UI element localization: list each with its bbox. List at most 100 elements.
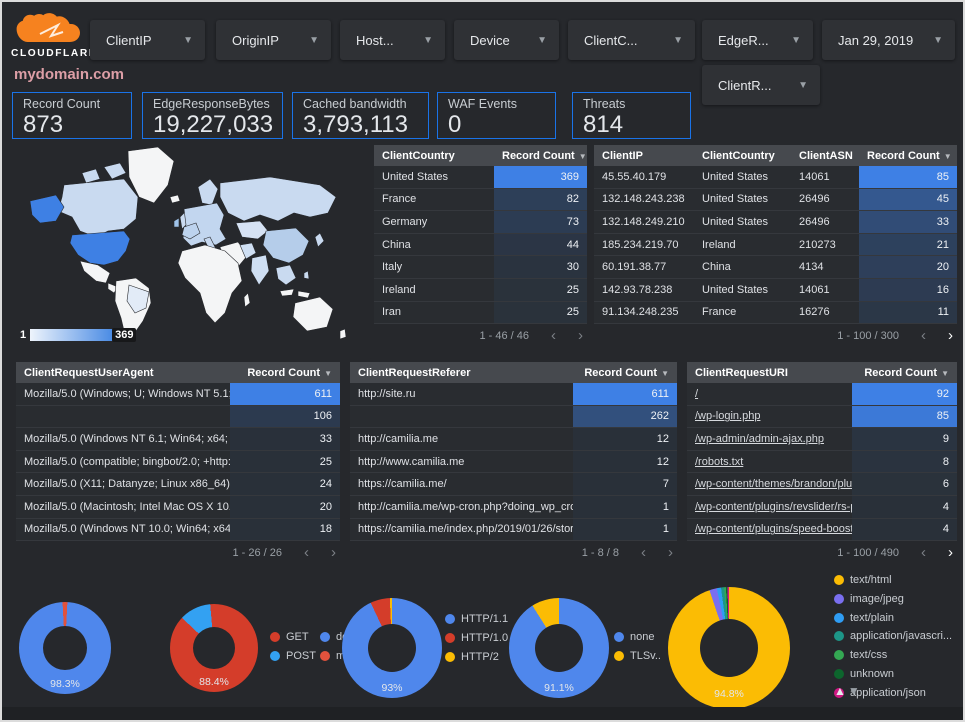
- table-row[interactable]: 142.93.78.238 United States 14061 16: [594, 278, 957, 302]
- table-row[interactable]: /wp-content/plugins/speed-booste…4: [687, 518, 957, 542]
- table-row[interactable]: Ireland 25: [374, 278, 587, 302]
- filter-clientrequest[interactable]: ClientR... ▼: [702, 65, 820, 105]
- table-row[interactable]: /wp-login.php 85: [687, 405, 957, 429]
- next-page-icon[interactable]: ›: [668, 544, 673, 562]
- donut-content-type[interactable]: 94.8%: [668, 587, 790, 709]
- filter-clientcountry[interactable]: ClientC... ▼: [568, 20, 695, 60]
- record-count-cell: 21: [859, 233, 957, 256]
- table-row[interactable]: https://camilia.me/index.php/2019/01/26/…: [350, 518, 677, 542]
- table-row[interactable]: Mozilla/5.0 (Windows; U; Windows NT 5.1;…: [16, 383, 340, 406]
- legend-item: unknown: [834, 668, 952, 682]
- table-pagination: 1 - 8 / 8 ‹ ›: [350, 542, 677, 563]
- table-row[interactable]: Mozilla/5.0 (Macintosh; Intel Mac OS X 1…: [16, 495, 340, 519]
- column-header[interactable]: ClientASN: [799, 149, 853, 162]
- dimension-cell[interactable]: /wp-content/plugins/speed-booste…: [695, 523, 852, 536]
- column-header[interactable]: ClientRequestURI: [695, 366, 788, 379]
- filter-device[interactable]: Device ▼: [454, 20, 559, 60]
- prev-page-icon[interactable]: ‹: [641, 544, 646, 562]
- dimension-cell: Mozilla/5.0 (compatible; bingbot/2.0; +h…: [24, 455, 230, 468]
- table-row[interactable]: France 82: [374, 188, 587, 212]
- table-row[interactable]: /robots.txt 8: [687, 450, 957, 474]
- donut-tls-version[interactable]: 91.1%: [509, 598, 609, 698]
- prev-page-icon[interactable]: ‹: [304, 544, 309, 562]
- donut-hole: [535, 624, 583, 672]
- pagination-label: 1 - 46 / 46: [479, 329, 529, 342]
- legend-dot-icon: [834, 650, 844, 660]
- table-row[interactable]: 60.191.38.77 China 4134 20: [594, 256, 957, 279]
- table-row[interactable]: /wp-content/themes/brandon/plu… 6: [687, 473, 957, 496]
- column-header[interactable]: ClientCountry: [382, 149, 455, 162]
- dimension-cell[interactable]: /wp-content/plugins/revslider/rs-p…: [695, 500, 852, 513]
- legend-dot-icon: [834, 687, 844, 698]
- table-row[interactable]: https://camilia.me/7: [350, 473, 677, 496]
- table-row[interactable]: / 92: [687, 383, 957, 406]
- filter-edgeresponse[interactable]: EdgeR... ▼: [702, 20, 813, 60]
- pagination-label: 1 - 8 / 8: [581, 546, 619, 559]
- filter-host[interactable]: Host... ▼: [340, 20, 445, 60]
- filter-clientip[interactable]: ClientIP ▼: [90, 20, 205, 60]
- table-row[interactable]: 132.148.249.210 United States 26496 33: [594, 211, 957, 234]
- table-row[interactable]: 132.148.243.238 United States 26496 45: [594, 188, 957, 212]
- column-header[interactable]: Record Count ▼: [867, 149, 952, 162]
- pagination-label: 1 - 26 / 26: [232, 546, 282, 559]
- table-row[interactable]: 185.234.219.70 Ireland 210273 21: [594, 233, 957, 257]
- next-page-icon[interactable]: ›: [948, 544, 953, 562]
- table-row[interactable]: China 44: [374, 233, 587, 257]
- dimension-cell: [16, 406, 230, 428]
- geo-map-client-country[interactable]: 1 369: [12, 145, 370, 348]
- record-count-cell: 82: [494, 188, 587, 211]
- prev-page-icon[interactable]: ‹: [921, 327, 926, 345]
- next-page-icon[interactable]: ›: [948, 327, 953, 345]
- table-row[interactable]: http://site.ru 611: [350, 383, 677, 406]
- table-row[interactable]: Germany 73: [374, 211, 587, 234]
- table-row[interactable]: http://camilia.me 12: [350, 428, 677, 451]
- column-header[interactable]: ClientIP: [602, 149, 643, 162]
- donut-device-type[interactable]: 98.3%: [19, 602, 111, 694]
- dimension-cell[interactable]: /wp-login.php: [695, 410, 761, 423]
- column-header[interactable]: Record Count ▼: [864, 366, 949, 379]
- legend-dot-icon: [270, 650, 280, 661]
- next-page-icon[interactable]: ›: [331, 544, 336, 562]
- table-header: ClientRequestReferer Record Count ▼: [350, 362, 677, 383]
- table-row[interactable]: 262: [350, 405, 677, 429]
- dimension-cell: France: [382, 193, 417, 206]
- prev-page-icon[interactable]: ‹: [551, 327, 556, 345]
- table-row[interactable]: Mozilla/5.0 (compatible; bingbot/2.0; +h…: [16, 450, 340, 474]
- dimension-cell[interactable]: /robots.txt: [695, 455, 744, 468]
- dimension-cell[interactable]: /wp-content/themes/brandon/plu…: [695, 478, 852, 491]
- record-count-cell: 1: [573, 495, 677, 518]
- table-row[interactable]: Mozilla/5.0 (Windows NT 10.0; Win64; x64…: [16, 518, 340, 542]
- column-header[interactable]: Record Count ▼: [584, 366, 669, 379]
- column-header[interactable]: Record Count ▼: [247, 366, 332, 379]
- column-header[interactable]: ClientCountry: [702, 149, 775, 162]
- next-page-icon[interactable]: ›: [578, 327, 583, 345]
- date-range-picker[interactable]: Jan 29, 2019 ▼: [822, 20, 955, 60]
- column-header[interactable]: ClientRequestReferer: [358, 366, 471, 379]
- table-row[interactable]: http://www.camilia.me 12: [350, 450, 677, 474]
- record-count-cell: 33: [230, 428, 340, 450]
- table-row[interactable]: 106: [16, 405, 340, 429]
- dimension-cell[interactable]: /: [695, 387, 699, 400]
- table-row[interactable]: http://camilia.me/wp-cron.php?doing_wp_c…: [350, 495, 677, 519]
- record-count-cell: 9: [852, 428, 957, 450]
- donut-http-method[interactable]: 88.4%: [170, 604, 258, 692]
- table-row[interactable]: United States 369: [374, 166, 587, 189]
- legend-sort-control[interactable]: ▲▼: [834, 684, 862, 698]
- chevron-down-icon: ▼: [933, 34, 943, 46]
- table-row[interactable]: Iran 25: [374, 301, 587, 325]
- table-row[interactable]: Italy 30: [374, 256, 587, 279]
- filter-originip[interactable]: OriginIP ▼: [216, 20, 331, 60]
- column-header[interactable]: ClientRequestUserAgent: [24, 366, 154, 379]
- table-row[interactable]: Mozilla/5.0 (Windows NT 6.1; Win64; x64;…: [16, 428, 340, 451]
- table-row[interactable]: /wp-admin/admin-ajax.php 9: [687, 428, 957, 451]
- table-row[interactable]: 45.55.40.179 United States 14061 85: [594, 166, 957, 189]
- table-row[interactable]: /wp-content/plugins/revslider/rs-p… 4: [687, 495, 957, 519]
- dimension-cell[interactable]: /wp-admin/admin-ajax.php: [695, 432, 825, 445]
- legend-dot-icon: [445, 632, 455, 643]
- prev-page-icon[interactable]: ‹: [921, 544, 926, 562]
- donut-http-protocol[interactable]: 93%: [342, 598, 442, 698]
- column-header[interactable]: Record Count ▼: [502, 149, 587, 162]
- table-row[interactable]: 91.134.248.235 France 16276 11: [594, 301, 957, 325]
- table-row[interactable]: Mozilla/5.0 (X11; Datanyze; Linux x86_64…: [16, 473, 340, 496]
